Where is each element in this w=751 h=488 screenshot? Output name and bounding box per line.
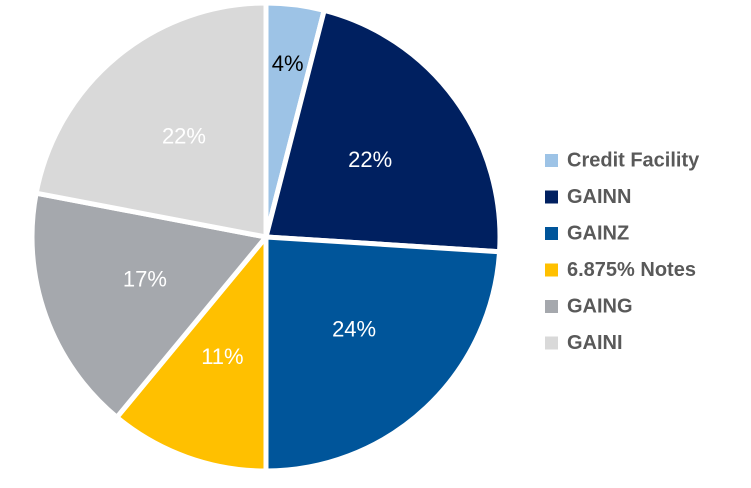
legend-label: GAING <box>567 295 633 317</box>
legend-swatch <box>545 263 558 277</box>
legend-swatch <box>545 154 558 167</box>
data-label: 11% <box>201 344 243 369</box>
legend-label: GAINZ <box>567 222 629 244</box>
pie-slice <box>262 7 503 255</box>
pie-slice <box>29 190 271 421</box>
legend-label: GAINI <box>567 332 623 354</box>
pie-slice <box>113 230 269 474</box>
data-label: 17% <box>123 266 167 291</box>
pie-slice <box>263 234 503 474</box>
data-label: 22% <box>348 147 392 172</box>
legend-label: Credit Facility <box>567 149 700 171</box>
legend-swatch <box>545 227 558 240</box>
data-label: 4% <box>272 51 304 76</box>
legend-swatch <box>545 300 558 313</box>
legend-label: GAINN <box>567 186 631 208</box>
legend-swatch <box>545 336 558 350</box>
pie-slice <box>33 0 269 241</box>
data-label: 22% <box>162 124 206 149</box>
legend-label: 6.875% Notes <box>567 259 696 281</box>
legend-swatch <box>545 190 558 204</box>
data-label: 24% <box>332 317 376 342</box>
